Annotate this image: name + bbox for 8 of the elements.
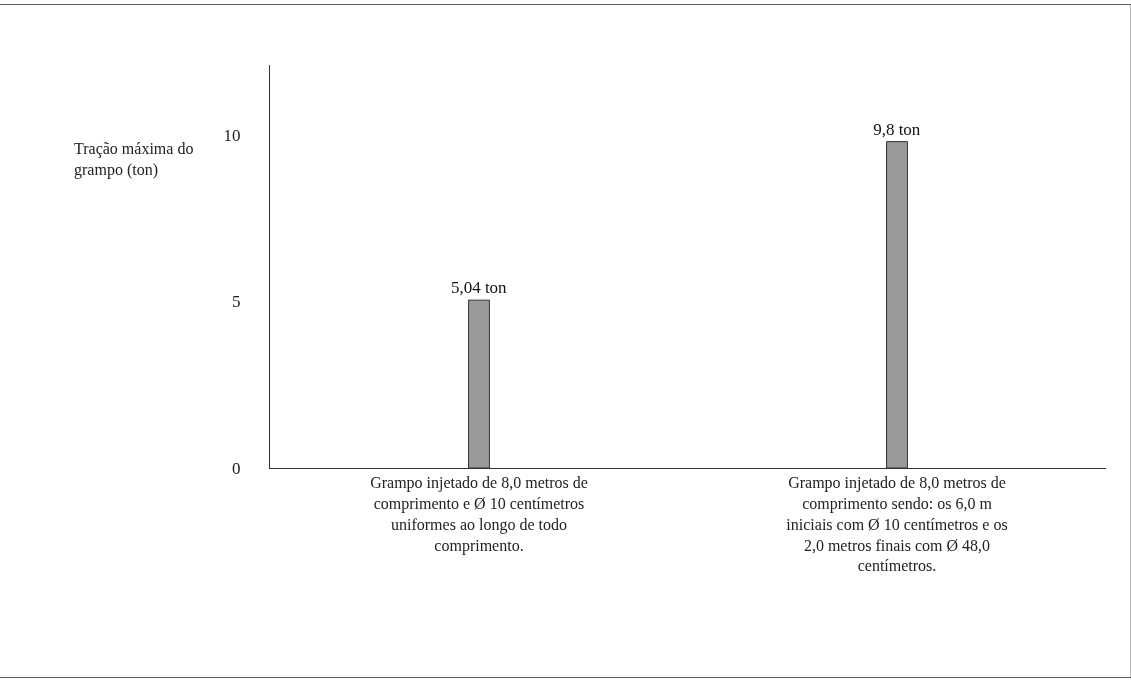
y-axis-title: Tração máxima do grampo (ton) xyxy=(74,140,194,179)
x-tick-label: Grampo injetado de 8,0 metros de comprimento e Ø 10 centímetros uniformes ao longo de todo comprimento. xyxy=(370,474,588,555)
y-tick-label: 5 xyxy=(232,292,241,312)
data-label: 9,8 ton xyxy=(873,119,921,139)
x-tick-label: Grampo injetado de 8,0 metros de comprimento sendo: os 6,0 m iniciais com Ø 10 centímetros e os 2,0 metros finais com Ø 48,0 centímetros. xyxy=(786,474,1008,575)
y-tick-label: 10 xyxy=(223,125,241,145)
y-tick-label: 0 xyxy=(232,458,241,478)
data-label: 5,04 ton xyxy=(450,278,508,298)
